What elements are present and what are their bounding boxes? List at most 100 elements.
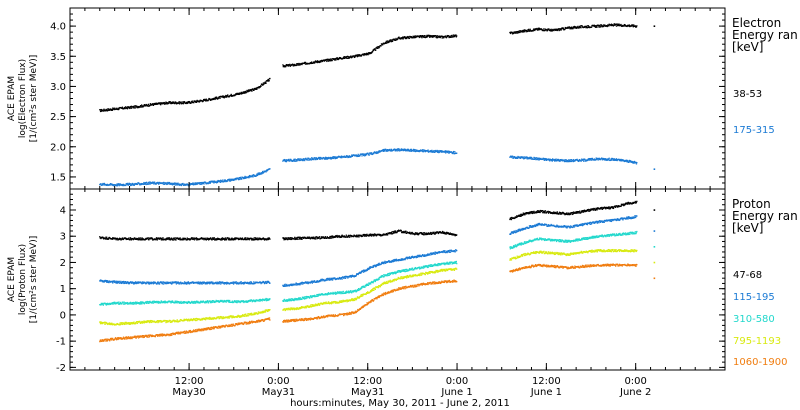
- data-point: [124, 106, 126, 109]
- data-point: [195, 101, 197, 103]
- data-point: [245, 237, 247, 239]
- data-point: [166, 281, 168, 283]
- data-point: [343, 277, 345, 280]
- data-point: [286, 237, 288, 239]
- data-point: [382, 234, 384, 236]
- data-point: [140, 184, 142, 186]
- data-point: [211, 98, 214, 101]
- data-point: [248, 238, 250, 240]
- data-point: [334, 235, 337, 237]
- data-point: [553, 211, 555, 213]
- data-point: [180, 281, 182, 283]
- data-point: [232, 178, 235, 180]
- data-point: [266, 169, 268, 171]
- data-point: [353, 276, 356, 278]
- data-point: [165, 239, 167, 241]
- data-point: [448, 150, 451, 153]
- data-point: [178, 282, 180, 284]
- data-point: [156, 238, 158, 240]
- data-point: [210, 281, 213, 283]
- data-point: [188, 282, 190, 284]
- data-point: [363, 269, 365, 272]
- data-point: [610, 219, 612, 221]
- data-point: [402, 149, 405, 152]
- data-point: [401, 37, 403, 39]
- data-point: [511, 31, 513, 34]
- data-point: [540, 210, 542, 212]
- data-point: [345, 56, 347, 58]
- data-point: [341, 236, 343, 238]
- data-point: [234, 282, 236, 284]
- data-point: [357, 54, 359, 56]
- data-point: [329, 158, 331, 160]
- data-point: [436, 150, 438, 152]
- data-point: [372, 49, 375, 52]
- data-point: [439, 150, 441, 153]
- data-point: [161, 237, 163, 240]
- data-point: [550, 223, 552, 226]
- data-point: [623, 159, 625, 161]
- data-point: [362, 271, 365, 273]
- data-point: [510, 232, 512, 235]
- data-point: [239, 178, 241, 181]
- data-point: [404, 149, 406, 152]
- data-point: [177, 237, 179, 240]
- data-point: [287, 160, 289, 162]
- data-point: [133, 107, 136, 109]
- data-point: [567, 27, 570, 29]
- data-point: [372, 50, 374, 53]
- data-point: [320, 61, 322, 63]
- data-point: [284, 65, 286, 67]
- data-point: [160, 281, 162, 283]
- data-point: [363, 234, 365, 237]
- data-point: [315, 281, 317, 283]
- data-point: [376, 264, 378, 266]
- data-point: [285, 238, 287, 240]
- data-point: [117, 238, 120, 241]
- data-point: [534, 225, 537, 228]
- data-point: [387, 150, 389, 152]
- data-point: [536, 157, 538, 159]
- data-point: [421, 254, 423, 256]
- data-point: [235, 237, 237, 239]
- data-point: [140, 281, 142, 284]
- data-point: [150, 181, 152, 184]
- data-point: [244, 90, 247, 93]
- data-point: [423, 35, 425, 37]
- data-point: [539, 210, 541, 212]
- data-point: [537, 159, 539, 161]
- data-point: [173, 239, 175, 241]
- data-point: [193, 237, 195, 239]
- data-point: [152, 104, 155, 107]
- data-point: [325, 279, 328, 281]
- data-point: [298, 284, 300, 286]
- data-point: [301, 281, 304, 284]
- data-point: [557, 159, 559, 161]
- data-point: [563, 225, 566, 228]
- data-point: [126, 183, 129, 186]
- data-point: [442, 251, 444, 254]
- data-point: [522, 228, 524, 231]
- data-point: [129, 237, 132, 239]
- data-point: [604, 207, 607, 209]
- data-point: [579, 158, 581, 161]
- data-point: [427, 35, 429, 37]
- data-point: [160, 237, 162, 239]
- data-point: [573, 226, 576, 228]
- data-point: [387, 260, 390, 263]
- data-point: [336, 157, 338, 159]
- data-point: [294, 63, 296, 66]
- data-point: [297, 158, 299, 160]
- data-point: [521, 156, 523, 158]
- data-point: [513, 156, 516, 158]
- data-point: [632, 217, 634, 219]
- data-point: [401, 258, 404, 260]
- data-point: [182, 101, 184, 103]
- data-point: [440, 150, 443, 153]
- data-point: [135, 183, 137, 185]
- data-point: [320, 237, 322, 239]
- data-point: [411, 150, 413, 152]
- data-point: [196, 238, 199, 240]
- data-point: [610, 220, 613, 223]
- data-point: [207, 100, 209, 102]
